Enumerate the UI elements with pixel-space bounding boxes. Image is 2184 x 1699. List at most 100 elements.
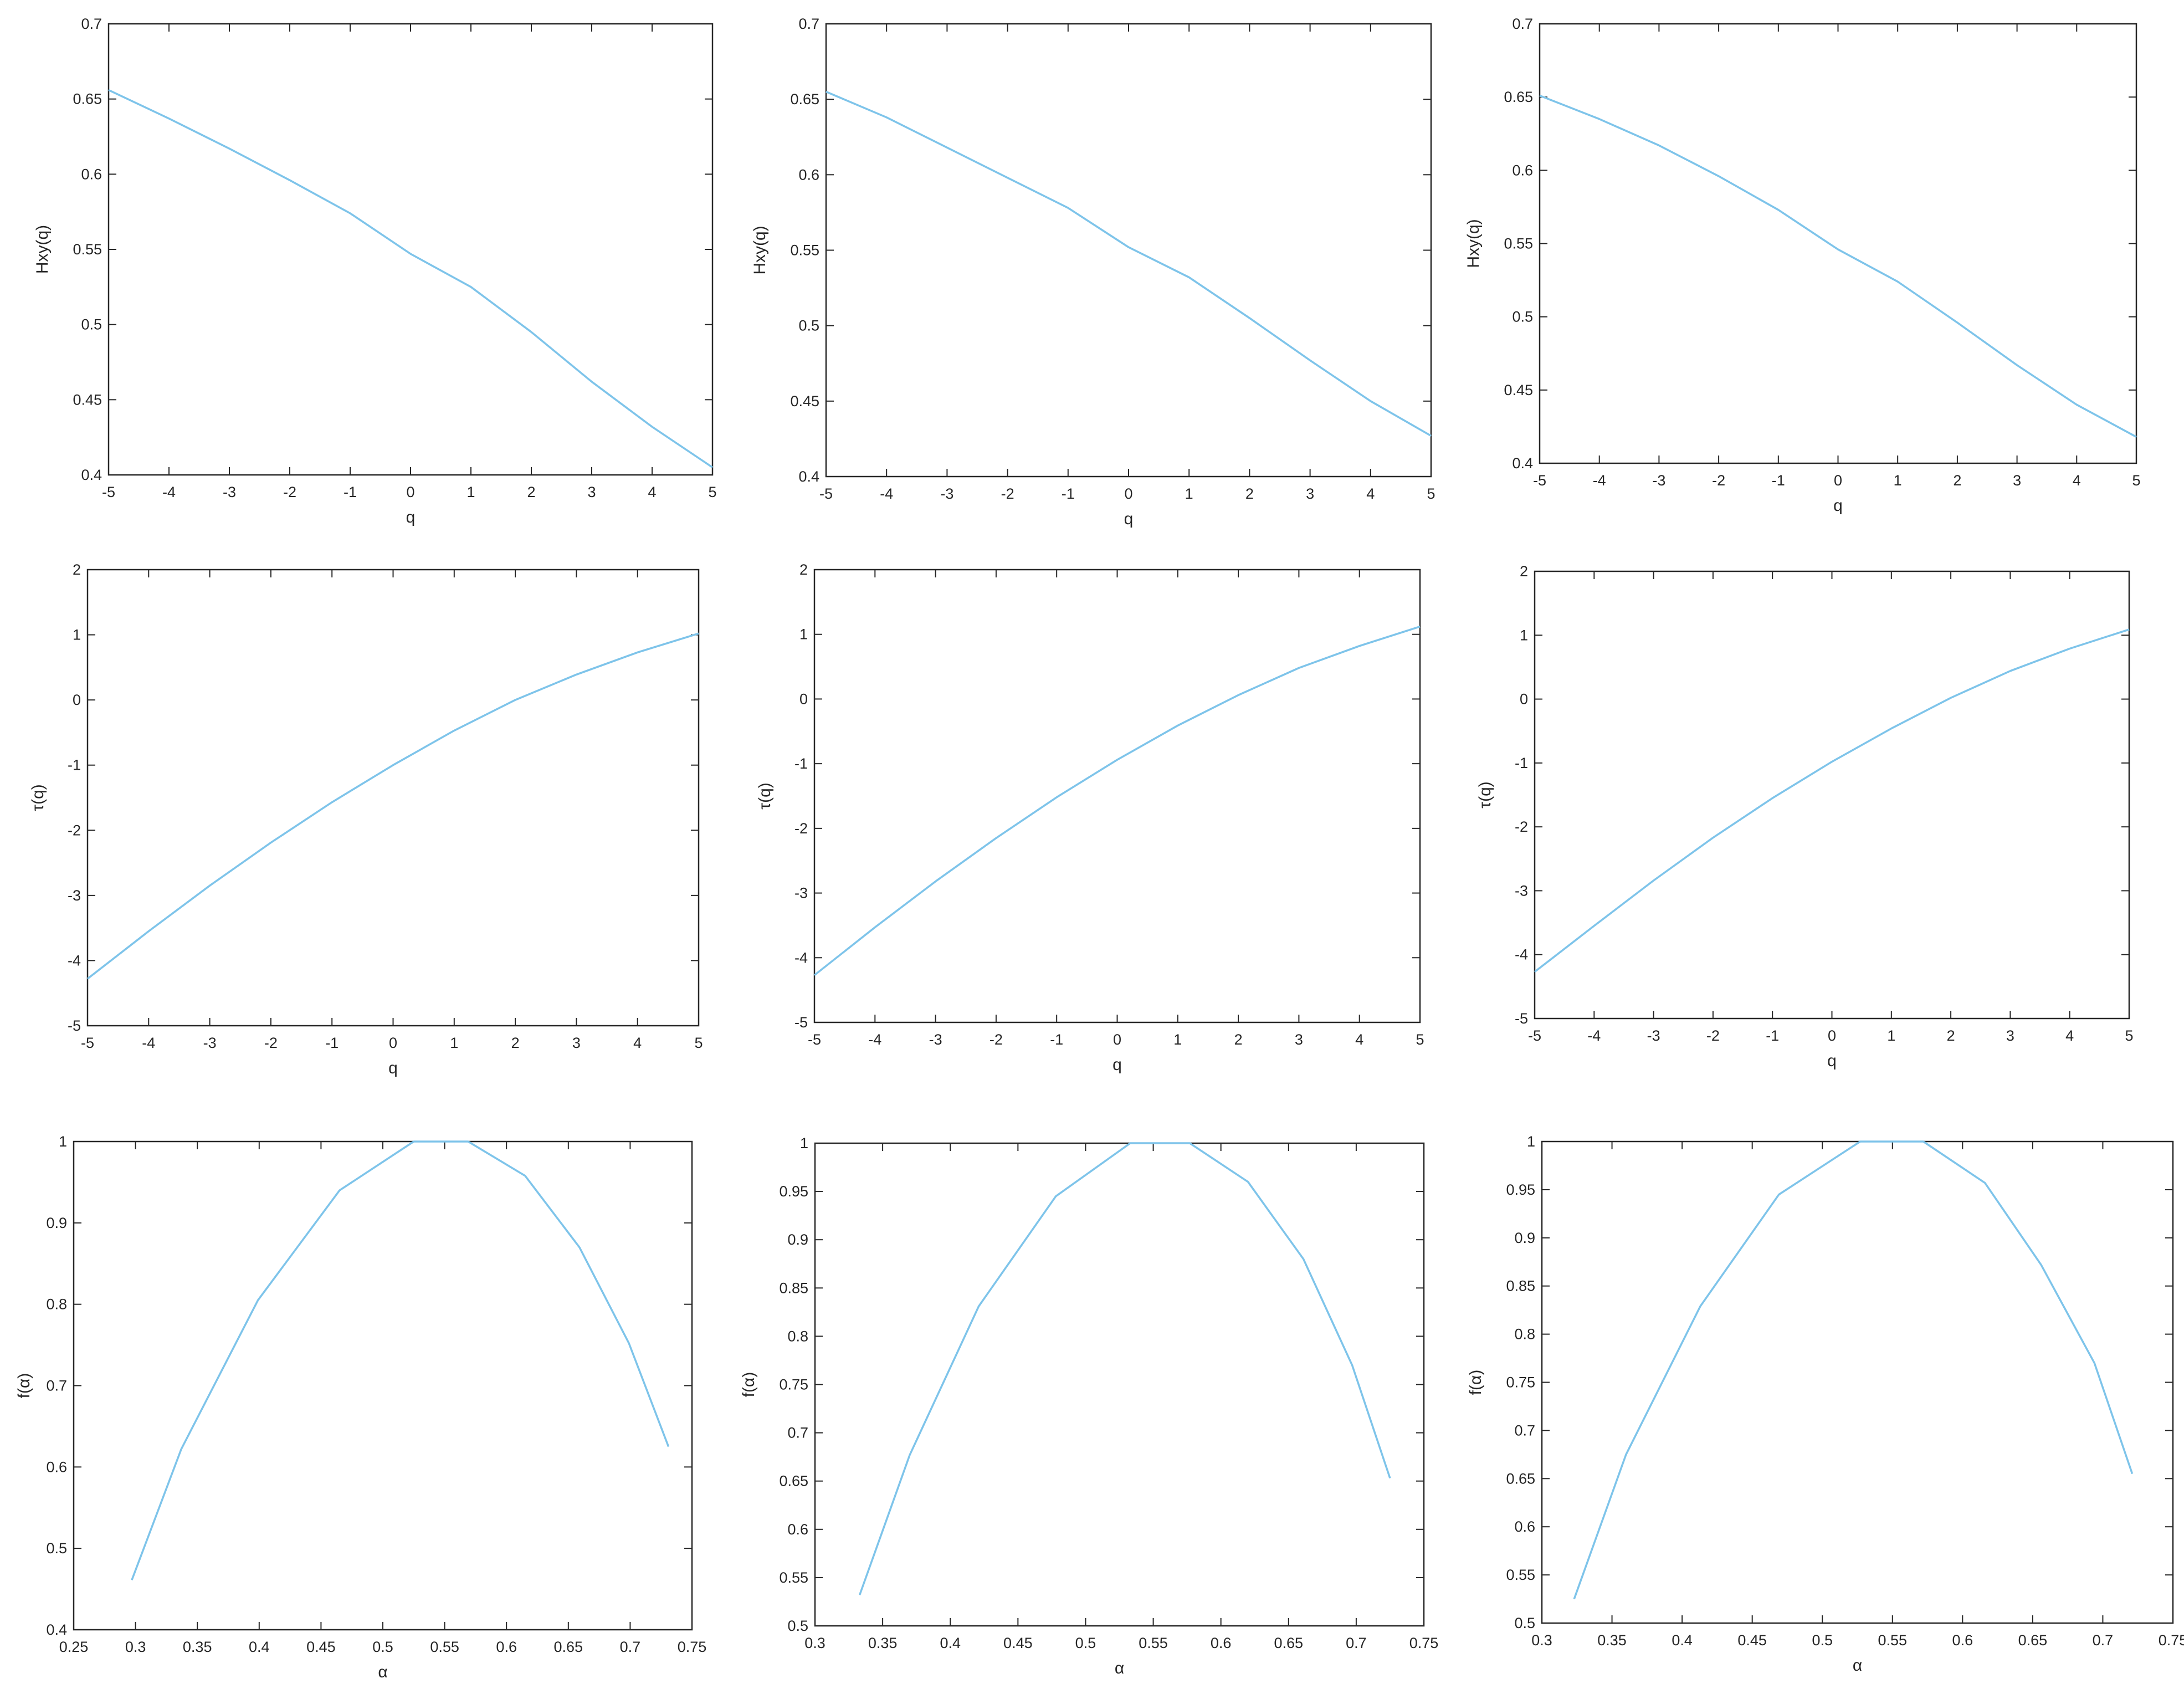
x-tick-label: 0.55 <box>430 1639 459 1655</box>
y-tick-label: -2 <box>794 820 808 837</box>
y-tick-label: -3 <box>68 887 81 904</box>
x-tick-label: -4 <box>142 1035 155 1051</box>
panel-4: -5 -4 -3 -2 -1 0 1 2 3 4 5 -5 -4 -3 -2 -1 0 1 2 q τ(q) <box>29 561 703 1077</box>
y-tick-label: 0.5 <box>798 318 819 334</box>
plot-frame <box>814 1142 1425 1627</box>
x-axis-label: q <box>1827 1052 1837 1070</box>
x-tick-label: 1 <box>450 1035 458 1051</box>
y-tick-label: 0.85 <box>779 1280 808 1296</box>
x-tick-label: 1 <box>1894 472 1902 489</box>
x-tick-label: -2 <box>283 484 296 500</box>
x-tick-label: 2 <box>511 1035 520 1051</box>
y-tick-label: 0.85 <box>1506 1278 1535 1294</box>
x-tick-label: -1 <box>325 1035 339 1051</box>
x-tick-label: 0.3 <box>125 1639 146 1655</box>
y-tick-label: -1 <box>1515 755 1528 771</box>
x-tick-label: 1 <box>466 484 475 500</box>
x-axis-label: q <box>406 508 416 526</box>
x-tick-label: 0.7 <box>620 1639 641 1655</box>
y-tick-label: -4 <box>1515 946 1528 963</box>
x-axis-label: q <box>388 1059 398 1077</box>
y-tick-label: 0.55 <box>790 242 819 259</box>
y-tick-label: 0.6 <box>1512 162 1533 178</box>
y-tick-label: 0.7 <box>1514 1422 1535 1439</box>
y-tick-label: 0.75 <box>779 1376 808 1393</box>
y-tick-label: 0 <box>799 690 808 707</box>
x-tick-label: -5 <box>102 484 115 500</box>
y-tick-label: 1 <box>1520 627 1528 643</box>
y-axis-label: τ(q) <box>1476 781 1494 808</box>
y-axis-label: τ(q) <box>29 784 47 811</box>
y-tick-label: 0.55 <box>1506 1567 1535 1583</box>
x-tick-label: 3 <box>587 484 596 500</box>
series-line <box>108 89 713 468</box>
y-tick-label: 0 <box>1520 691 1528 708</box>
y-tick-label: 0.75 <box>1506 1374 1535 1391</box>
x-tick-label: 0.6 <box>1211 1635 1232 1651</box>
y-tick-label: 0.8 <box>1514 1326 1535 1343</box>
x-tick-label: -2 <box>1712 472 1725 489</box>
y-tick-label: 0.8 <box>46 1296 67 1313</box>
x-tick-label: -2 <box>264 1035 278 1051</box>
x-tick-label: -4 <box>868 1031 881 1048</box>
x-axis-label: α <box>1115 1659 1124 1677</box>
y-tick-label: 0.55 <box>73 241 102 258</box>
x-tick-label: 3 <box>2013 472 2021 489</box>
plot-frame <box>86 569 700 1027</box>
x-tick-label: 0 <box>1113 1031 1121 1048</box>
x-tick-label: 0.25 <box>59 1639 89 1655</box>
y-tick-label: 0.5 <box>787 1618 808 1634</box>
x-axis-label: α <box>1853 1656 1862 1675</box>
y-axis-label: Hxy(q) <box>33 225 52 274</box>
x-tick-label: 0.7 <box>1346 1635 1367 1651</box>
y-tick-label: -3 <box>794 885 808 902</box>
x-tick-label: 0.5 <box>1075 1635 1096 1651</box>
y-tick-label: 2 <box>1520 563 1528 580</box>
x-tick-label: 0.65 <box>2018 1632 2048 1649</box>
y-tick-label: 0.7 <box>798 16 819 32</box>
x-tick-label: 0.5 <box>372 1639 393 1655</box>
series-line <box>86 632 699 980</box>
y-tick-label: -2 <box>68 822 81 838</box>
panel-8: 0.3 0.35 0.4 0.45 0.5 0.55 0.6 0.65 0.7 0.75 0.5 0.… <box>740 1135 1438 1677</box>
x-tick-label: -4 <box>1587 1027 1601 1044</box>
x-tick-label: -1 <box>1062 485 1075 502</box>
y-tick-label: 0.6 <box>798 166 819 183</box>
plot-frame <box>813 569 1421 1024</box>
plot-frame <box>73 1140 693 1631</box>
x-tick-label: -2 <box>1001 485 1014 502</box>
x-axis-label: q <box>1112 1056 1122 1074</box>
y-tick-label: 0.65 <box>790 91 819 108</box>
x-tick-label: -1 <box>1050 1031 1063 1048</box>
y-tick-label: 0.6 <box>787 1521 808 1538</box>
series-line <box>813 626 1421 976</box>
x-tick-label: 0.45 <box>1003 1635 1033 1651</box>
y-tick-label: 1 <box>73 627 81 643</box>
x-tick-label: 0.75 <box>2159 1632 2184 1649</box>
x-tick-label: 2 <box>1947 1027 1955 1044</box>
y-tick-label: 0.4 <box>81 467 102 483</box>
y-tick-label: -5 <box>68 1017 81 1034</box>
series-line <box>1573 1140 2134 1600</box>
x-tick-label: -3 <box>203 1035 217 1051</box>
y-tick-label: 1 <box>1527 1133 1535 1150</box>
x-tick-label: -3 <box>940 485 953 502</box>
y-axis-label: Hxy(q) <box>1464 219 1483 268</box>
y-tick-label: 1 <box>800 1135 808 1152</box>
x-tick-label: 0 <box>406 484 414 500</box>
series-line <box>131 1140 670 1581</box>
x-tick-label: 0.55 <box>1878 1632 1907 1649</box>
x-tick-label: 5 <box>1416 1031 1424 1048</box>
x-tick-label: 0 <box>1124 485 1132 502</box>
x-tick-label: -2 <box>1706 1027 1720 1044</box>
x-tick-label: -2 <box>990 1031 1003 1048</box>
x-tick-label: 0.35 <box>868 1635 898 1651</box>
panel-7: 0.25 0.3 0.35 0.4 0.45 0.5 0.55 0.6 0.65 0.7 0.75 0… <box>15 1133 706 1681</box>
x-tick-label: 2 <box>1245 485 1254 502</box>
panel-3: -5 -4 -3 -2 -1 0 1 2 3 4 5 0.4 0.45 0.5 0.55 0.6 0.65 0.7… <box>1464 16 2141 515</box>
y-tick-label: 0.5 <box>1512 309 1533 325</box>
y-tick-label: 0.45 <box>73 391 102 408</box>
y-tick-label: 0.4 <box>46 1621 67 1638</box>
plot-frame <box>1534 570 2130 1020</box>
panel-5: -5 -4 -3 -2 -1 0 1 2 3 4 5 -5 -4 -3 -2 -1 0 1 2 q τ(q) <box>756 561 1424 1074</box>
